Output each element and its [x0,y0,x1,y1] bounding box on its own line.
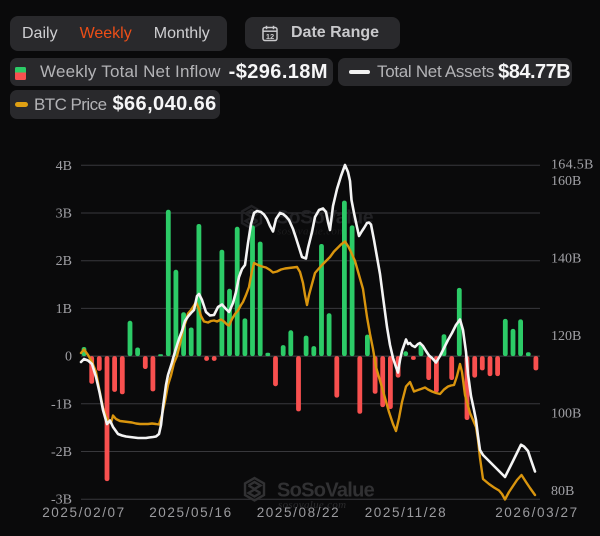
svg-text:2025/05/16: 2025/05/16 [149,505,233,520]
svg-text:SoSoValue: SoSoValue [277,480,375,502]
svg-text:4B: 4B [56,159,72,174]
svg-text:-2B: -2B [51,445,72,460]
svg-text:3B: 3B [56,207,72,222]
svg-text:sosovalue.com: sosovalue.com [278,499,346,511]
svg-text:0: 0 [65,350,72,365]
svg-text:2025/08/22: 2025/08/22 [257,505,341,520]
svg-text:-3B: -3B [51,493,72,508]
svg-text:2B: 2B [56,254,72,269]
svg-text:SoSoValue: SoSoValue [276,207,374,229]
svg-text:1B: 1B [56,302,72,317]
svg-text:-1B: -1B [51,397,72,412]
svg-text:120B: 120B [551,329,581,344]
svg-text:2026/03/27: 2026/03/27 [495,505,579,520]
svg-text:2025/11/28: 2025/11/28 [365,505,448,520]
svg-text:100B: 100B [551,407,581,422]
svg-text:140B: 140B [551,252,581,267]
svg-text:2025/02/07: 2025/02/07 [42,505,126,520]
svg-text:12: 12 [266,32,274,41]
svg-text:164.5B: 164.5B [551,158,594,173]
svg-text:80B: 80B [551,484,574,499]
svg-text:160B: 160B [551,174,581,189]
